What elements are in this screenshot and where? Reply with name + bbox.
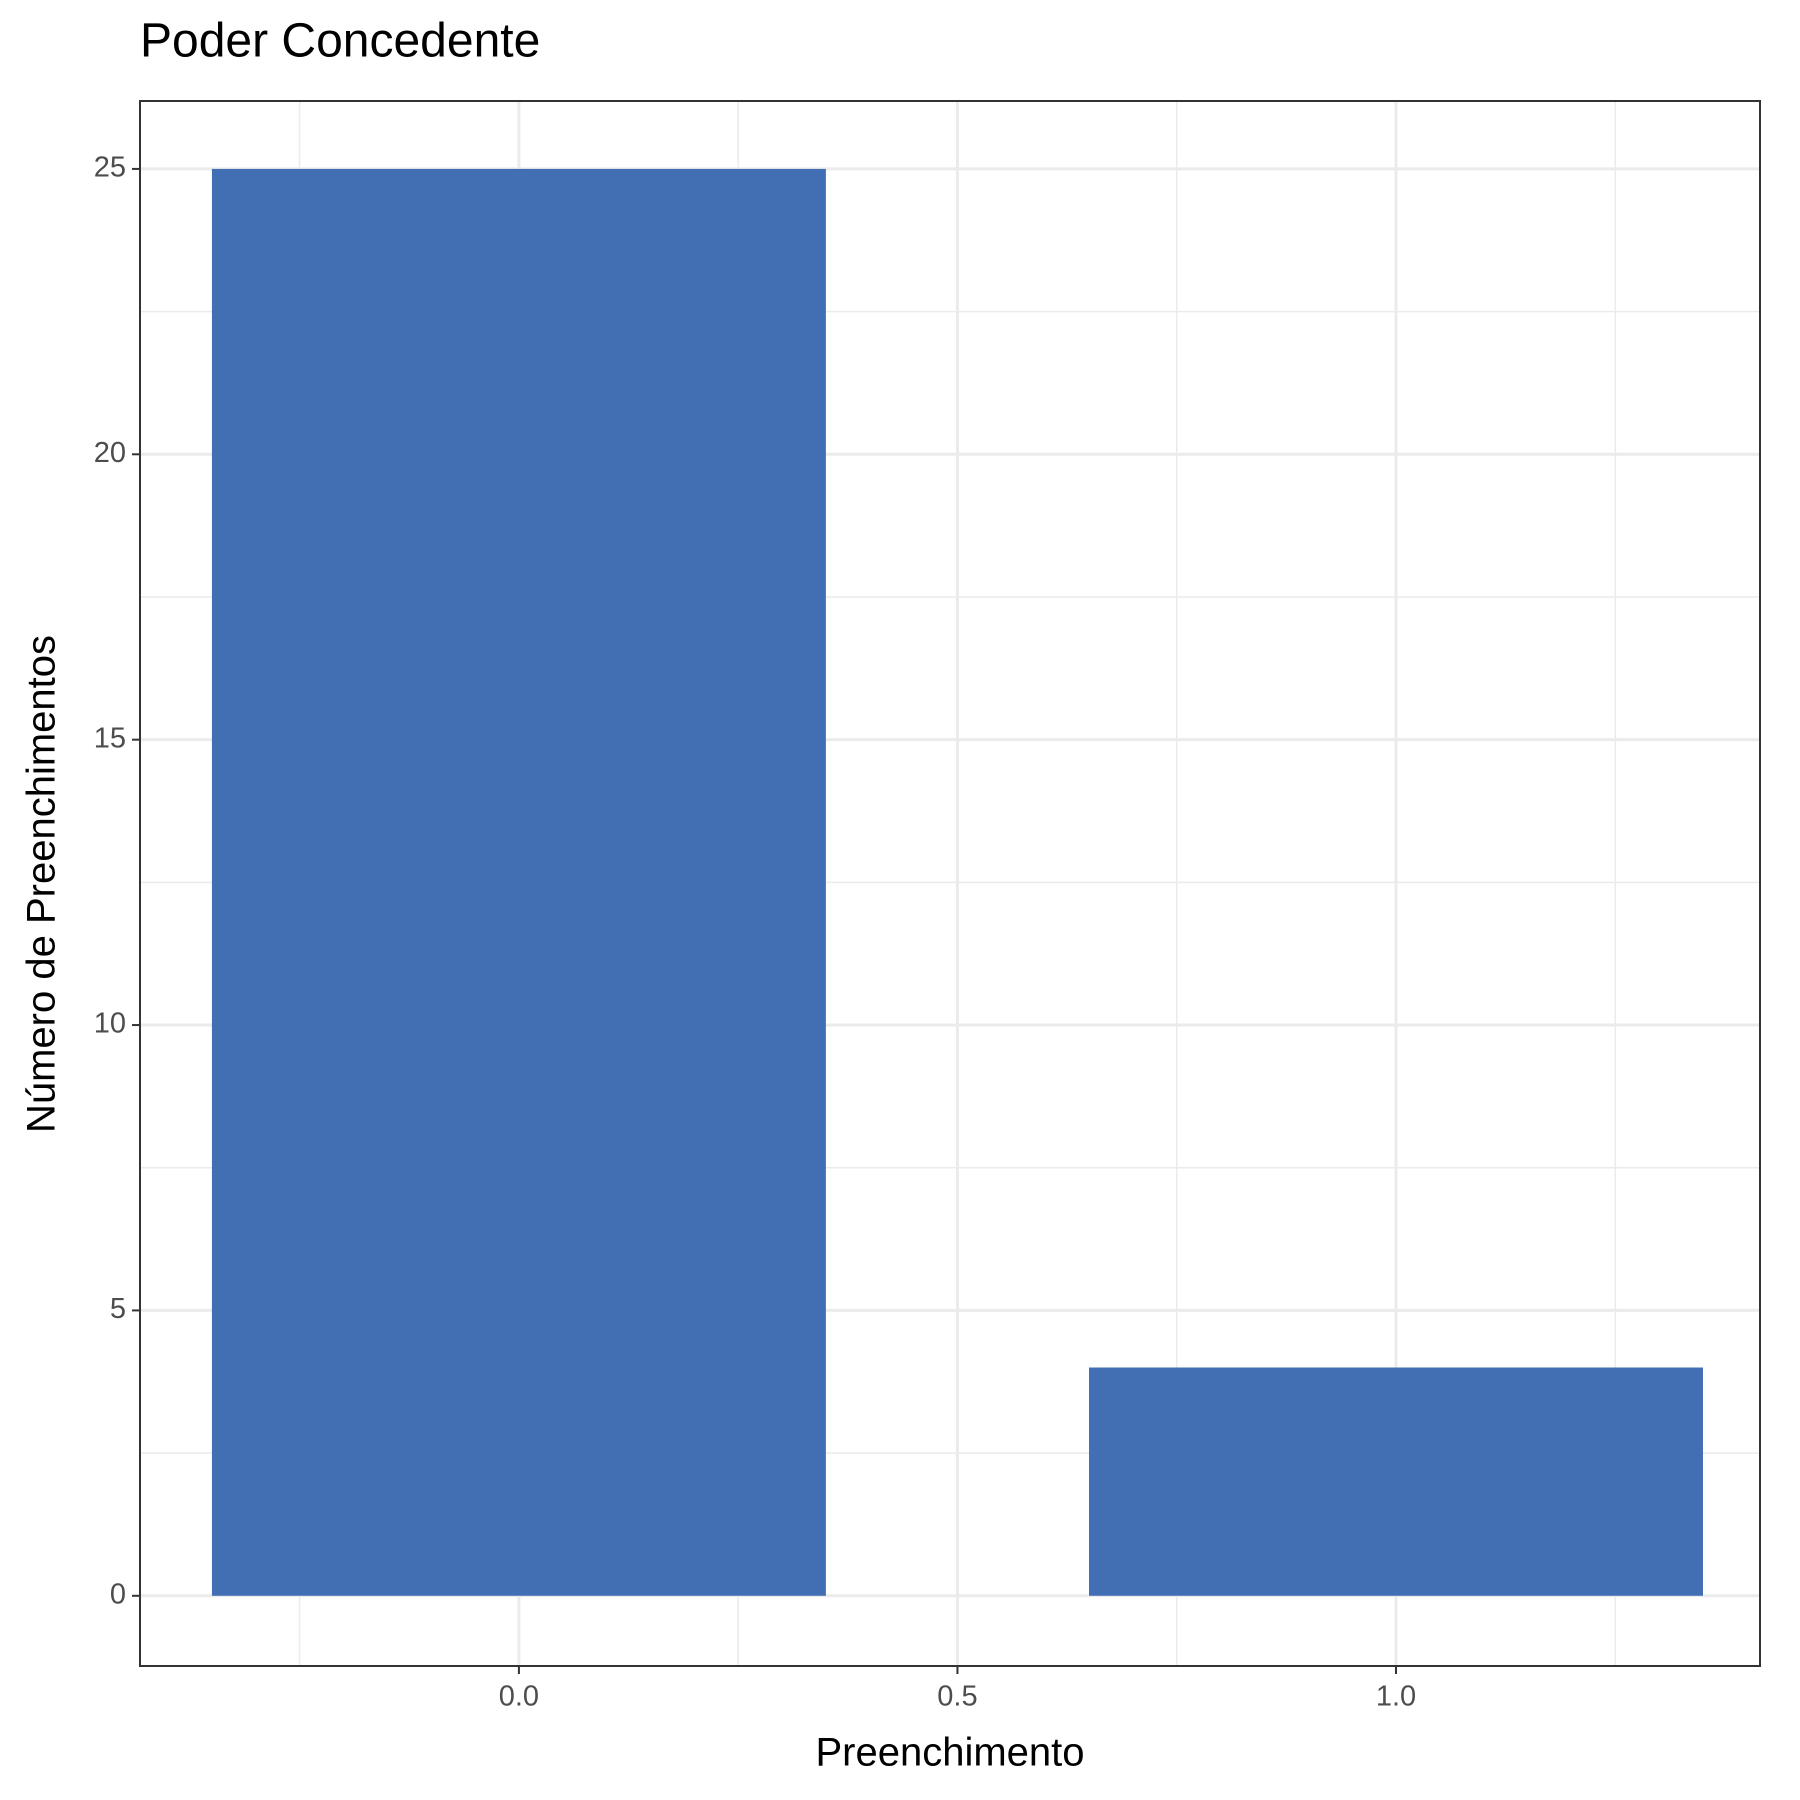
y-tick-label: 5 [110, 1293, 126, 1325]
panel-border [139, 100, 1761, 1667]
y-tick-label: 20 [94, 437, 126, 469]
x-tick-label: 1.0 [1376, 1681, 1416, 1713]
chart-title: Poder Concedente [140, 15, 540, 68]
y-tick-label: 15 [94, 722, 126, 754]
y-tick-label: 0 [110, 1578, 126, 1610]
y-tick-label: 10 [94, 1008, 126, 1040]
bar [1089, 1367, 1703, 1596]
x-axis-title: Preenchimento [815, 1731, 1084, 1775]
x-tick-label: 0.0 [499, 1681, 539, 1713]
y-tick-label: 25 [94, 152, 126, 184]
y-axis-title: Número de Preenchimentos [20, 635, 64, 1133]
bar [211, 168, 826, 1596]
x-tick-label: 0.5 [937, 1681, 977, 1713]
